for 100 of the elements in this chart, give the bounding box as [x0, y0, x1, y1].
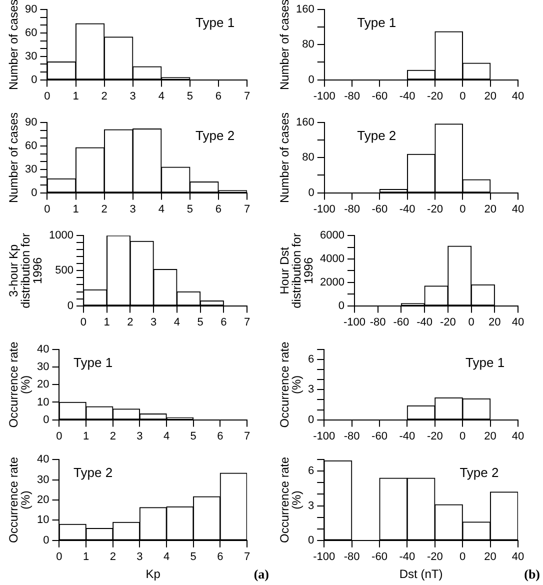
x-tick-label: 1: [72, 90, 79, 102]
x-tick-label: -40: [399, 203, 416, 216]
annotation: Type 2: [74, 465, 113, 480]
y-tick-label: 6000: [320, 230, 344, 242]
x-tick-label: 40: [512, 430, 524, 442]
y-axis-title: Number of cases: [277, 0, 292, 90]
annotation: Type 1: [196, 15, 235, 30]
y-tick-label: 30: [24, 50, 38, 62]
x-tick-label: -60: [393, 316, 410, 328]
y-axis-title: 3-hour Kp distribution for 1996: [6, 233, 44, 308]
x-tick-label: 4: [163, 430, 170, 442]
x-tick-label: 3: [130, 203, 136, 216]
y-tick-label: 0: [31, 186, 38, 199]
y-tick-label: 90: [24, 4, 38, 16]
x-tick-label: 3: [130, 90, 136, 102]
y-tick-label: 500: [55, 264, 74, 277]
y-tick-label: 10: [36, 514, 50, 526]
x-tick-label: 3: [136, 551, 143, 564]
x-tick-label: 6: [220, 316, 227, 328]
y-tick-label: 0: [43, 414, 50, 426]
x-tick-label: 40: [512, 90, 524, 102]
y-axis-title: Hour Dst distribution for 1996: [277, 233, 316, 308]
x-tick-label: 6: [215, 203, 222, 216]
x-tick-label: 1: [82, 551, 90, 564]
y-tick-label: 0: [43, 534, 50, 546]
x-tick-label: 20: [484, 90, 496, 102]
x-tick-label: 3: [136, 430, 143, 442]
y-axis-title: Number of cases: [6, 112, 20, 204]
x-tick-label: -80: [344, 430, 360, 442]
x-tick-label: 6: [215, 90, 222, 102]
x-tick-label: 0: [468, 316, 474, 328]
y-tick-label: 20: [36, 494, 50, 506]
x-tick-label: -100: [343, 316, 366, 328]
y-tick-label: 40: [36, 454, 50, 466]
x-tick-label: -60: [372, 551, 388, 564]
x-tick-label: -20: [426, 430, 443, 442]
x-tick-label: 5: [190, 430, 196, 442]
x-tick-label: -40: [399, 90, 416, 102]
y-tick-label: 0: [308, 414, 314, 426]
y-tick-label: 0: [31, 74, 38, 86]
y-tick-label: 90: [24, 116, 38, 129]
x-tick-label: 5: [197, 316, 204, 328]
x-tick-label: 4: [158, 90, 164, 102]
x-tick-label: 40: [512, 551, 524, 564]
x-tick-label: 2: [110, 551, 116, 564]
x-tick-label: -20: [427, 90, 443, 102]
x-tick-label: 5: [186, 203, 193, 216]
y-tick-label: 0: [308, 534, 314, 546]
x-tick-label: -40: [399, 430, 416, 442]
x-tick-label: 4: [158, 203, 164, 216]
x-tick-label: 2: [101, 203, 108, 216]
x-tick-label: -60: [372, 90, 388, 102]
x-axis-title: Dst (nT): [399, 567, 443, 582]
y-tick-label: 6: [308, 354, 314, 366]
x-tick-label: -100: [313, 90, 336, 102]
x-tick-label: -80: [344, 90, 360, 102]
x-tick-label: 7: [244, 316, 250, 328]
x-tick-label: 1: [104, 316, 110, 328]
y-tick-label: 4000: [320, 253, 344, 266]
y-tick-label: 30: [24, 163, 38, 176]
x-tick-label: -20: [440, 316, 456, 328]
x-tick-label: -60: [372, 430, 388, 442]
x-tick-label: -40: [399, 551, 416, 564]
x-tick-label: 0: [460, 203, 466, 216]
annotation: Type 1: [74, 355, 113, 370]
x-tick-label: 20: [484, 203, 496, 216]
y-tick-label: 80: [302, 152, 314, 164]
y-tick-label: 0: [308, 186, 314, 199]
x-tick-label: 1: [82, 430, 90, 442]
y-tick-label: 60: [24, 27, 38, 40]
y-tick-label: 3: [308, 500, 314, 512]
y-tick-label: 80: [302, 38, 314, 51]
x-tick-label: 20: [484, 551, 496, 564]
x-tick-label: 2: [110, 430, 116, 442]
annotation: Type 2: [196, 128, 235, 144]
y-tick-label: 0: [308, 74, 314, 86]
x-tick-label: 2: [101, 90, 108, 102]
x-tick-label: -40: [416, 316, 433, 328]
x-tick-label: 2: [127, 316, 134, 328]
y-tick-label: 20: [36, 378, 50, 391]
x-tick-label: 4: [174, 316, 180, 328]
x-tick-label: 7: [244, 430, 250, 442]
x-tick-label: -80: [344, 551, 360, 564]
x-tick-label: 0: [460, 430, 466, 442]
x-tick-label: 6: [217, 551, 224, 564]
y-tick-label: 0: [67, 300, 74, 312]
y-tick-label: 6: [308, 465, 314, 478]
y-axis-title: Number of cases: [277, 112, 292, 204]
x-tick-label: 5: [186, 90, 193, 102]
x-tick-label: 7: [244, 203, 250, 216]
text: (b): [524, 566, 540, 582]
x-tick-label: 0: [80, 316, 87, 328]
x-tick-label: 3: [150, 316, 157, 328]
y-tick-label: 1000: [48, 230, 74, 242]
x-tick-label: 4: [163, 551, 170, 564]
y-axis-title: Occurrence rate (%): [277, 341, 304, 428]
x-tick-label: 1: [72, 203, 79, 216]
x-tick-label: 0: [460, 90, 466, 102]
x-tick-label: 20: [484, 430, 496, 442]
annotation: Type 2: [460, 465, 499, 480]
